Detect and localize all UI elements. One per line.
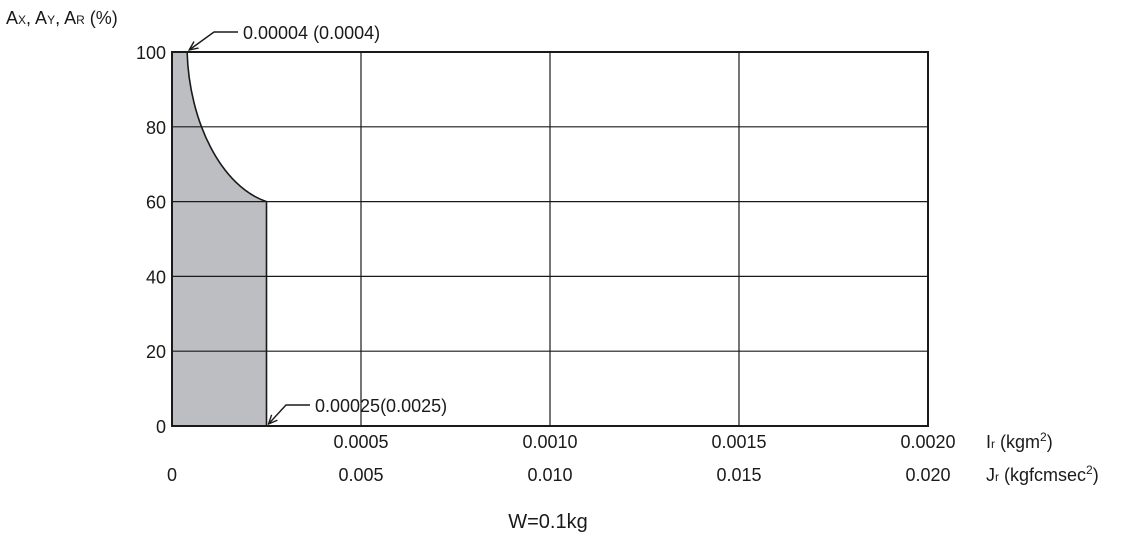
x-tick-label-primary: 0.0010 [522, 432, 577, 452]
x-tick-label-primary: 0.0005 [333, 432, 388, 452]
x-tick-label-secondary: 0.005 [338, 465, 383, 485]
x-axis-label-primary: Ir (kgm2) [986, 430, 1053, 452]
boundary-curve [186, 51, 268, 426]
y-tick-label: 100 [136, 43, 166, 63]
chart-caption: W=0.1kg [508, 511, 587, 533]
y-tick-label: 0 [156, 417, 166, 437]
annotation-label: 0.00025(0.0025) [315, 396, 447, 416]
annotations: 0.00004 (0.0004) 0.00025(0.0025) [189, 23, 447, 424]
y-tick-label: 20 [146, 342, 166, 362]
shaded-region [172, 52, 267, 426]
x-origin-label: 0 [167, 465, 177, 485]
x-axis-label-secondary: Jr (kgfcmsec2) [986, 463, 1099, 485]
y-tick-label: 60 [146, 193, 166, 213]
y-axis-label: AX, AY, AR (%) [6, 8, 118, 28]
y-tick-label: 80 [146, 118, 166, 138]
x-tick-label-primary: 0.0020 [900, 432, 955, 452]
x-tick-labels: 0 0.0005 0.005 0.0010 0.010 0.0015 0.015 0.0020… [167, 432, 956, 485]
annotation-label: 0.00004 (0.0004) [243, 23, 380, 43]
plot-frame [171, 51, 929, 427]
y-tick-label: 40 [146, 267, 166, 287]
x-tick-label-secondary: 0.020 [905, 465, 950, 485]
x-tick-label-secondary: 0.010 [527, 465, 572, 485]
grid [172, 52, 928, 426]
annotation-leader [269, 404, 310, 424]
y-tick-labels: 0 20 40 60 80 100 [136, 43, 166, 437]
x-tick-label-primary: 0.0015 [711, 432, 766, 452]
annotation-leader [189, 31, 238, 50]
x-tick-label-secondary: 0.015 [716, 465, 761, 485]
